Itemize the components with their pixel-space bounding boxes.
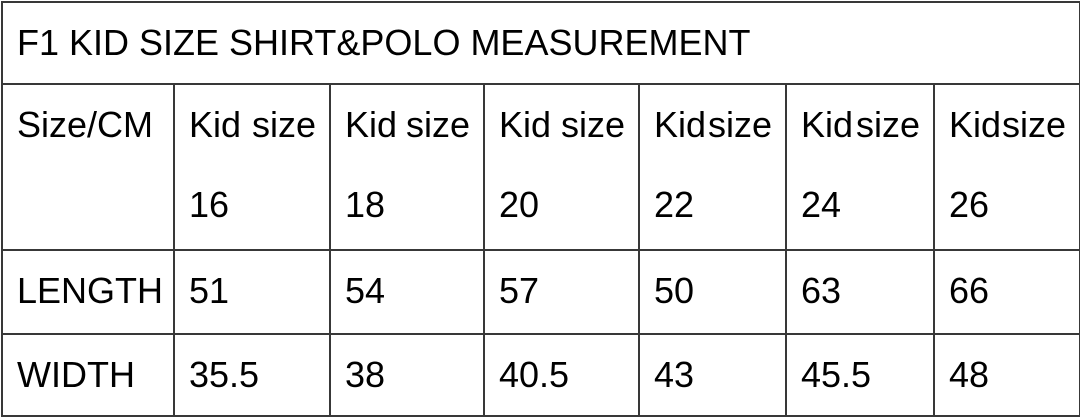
measurement-cell: 38 xyxy=(329,333,485,417)
size-column-number: 22 xyxy=(654,184,695,225)
table-title-row: F1 KID SIZE SHIRT&POLO MEASUREMENT xyxy=(0,1,1080,85)
size-column-label: Kid size xyxy=(499,104,625,145)
measurement-cell: 43 xyxy=(638,333,787,417)
measurement-cell: 35.5 xyxy=(173,333,331,417)
size-column-label: Kid size xyxy=(801,104,920,145)
measurement-cell: 51 xyxy=(173,249,331,335)
size-column-number: 24 xyxy=(801,184,842,225)
measurement-cell: 63 xyxy=(785,249,935,335)
size-column-label: Kid size xyxy=(189,104,316,145)
measurement-cell: 54 xyxy=(329,249,485,335)
size-column-header-24: Kid size 24 xyxy=(785,83,935,251)
table-title: F1 KID SIZE SHIRT&POLO MEASUREMENT xyxy=(0,1,1080,85)
size-column-label: Kid size xyxy=(345,104,470,145)
table-header-row: Size/CM Kid size 16 Kid size 18 Kid size 20… xyxy=(1,83,1080,251)
size-column-header-18: Kid size 18 xyxy=(329,83,485,251)
corner-header-size-cm: Size/CM xyxy=(1,83,175,251)
size-column-number: 20 xyxy=(499,184,540,225)
size-column-label: Kid size xyxy=(654,104,772,145)
size-column-number: 18 xyxy=(345,184,386,225)
size-column-header-26: Kid size 26 xyxy=(932,83,1080,251)
measurement-cell: 48 xyxy=(932,333,1080,417)
row-label-length: LENGTH xyxy=(1,249,175,335)
measurement-cell: 57 xyxy=(483,249,640,335)
size-column-label: Kid size xyxy=(949,104,1067,145)
measurement-cell: 66 xyxy=(932,249,1080,335)
measurement-cell: 40.5 xyxy=(483,333,640,417)
table-row-length: LENGTH 51 54 57 50 63 66 xyxy=(1,249,1080,335)
row-label-width: WIDTH xyxy=(1,333,175,417)
table-row-width: WIDTH 35.5 38 40.5 43 45.5 48 xyxy=(1,333,1080,417)
size-column-header-16: Kid size 16 xyxy=(173,83,331,251)
measurement-cell: 50 xyxy=(638,249,787,335)
size-column-number: 26 xyxy=(949,184,990,225)
size-column-header-20: Kid size 20 xyxy=(483,83,640,251)
size-column-header-22: Kid size 22 xyxy=(638,83,787,251)
size-column-number: 16 xyxy=(189,184,230,225)
measurement-cell: 45.5 xyxy=(785,333,935,417)
